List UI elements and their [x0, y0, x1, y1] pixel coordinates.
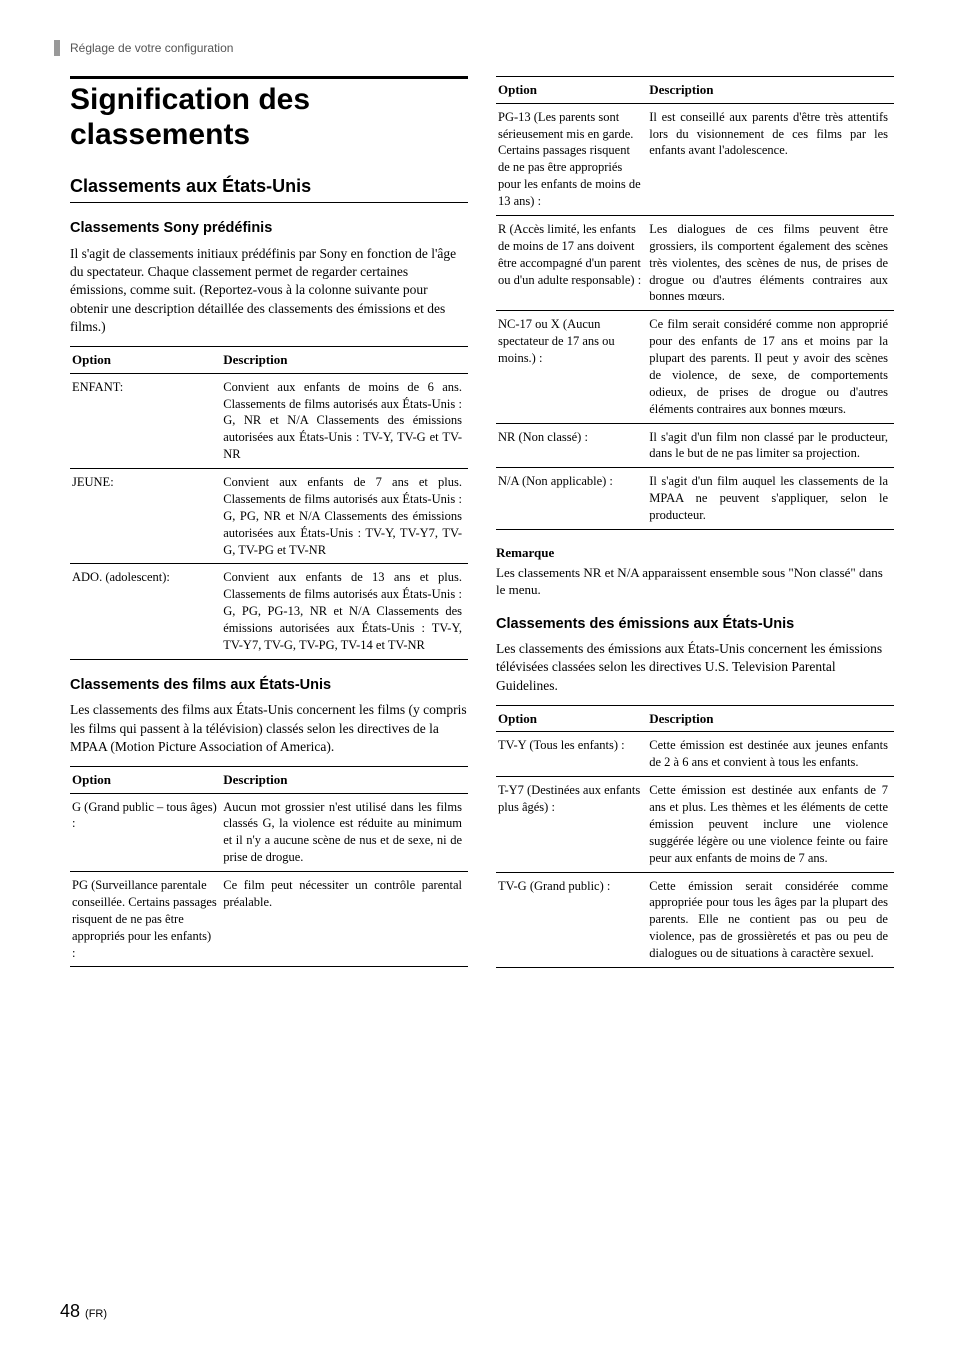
- th-desc: Description: [221, 347, 468, 374]
- cell-desc: Il s'agit d'un film non classé par le pr…: [647, 423, 894, 468]
- th-desc: Description: [647, 77, 894, 104]
- breadcrumb: Réglage de votre configuration: [54, 40, 894, 56]
- cell-option: PG-13 (Les parents sont sérieusement mis…: [496, 103, 647, 215]
- table-row: PG-13 (Les parents sont sérieusement mis…: [496, 103, 894, 215]
- cell-option: PG (Surveillance parentale conseillée. C…: [70, 872, 221, 967]
- cell-option: NR (Non classé) :: [496, 423, 647, 468]
- page-title: Signification des classements: [70, 76, 468, 152]
- table-row: R (Accès limité, les enfants de moins de…: [496, 215, 894, 310]
- right-column: Option Description PG-13 (Les parents so…: [496, 76, 894, 978]
- table-row: NR (Non classé) :Il s'agit d'un film non…: [496, 423, 894, 468]
- page-number: 48 (FR): [60, 1299, 107, 1323]
- cell-option: R (Accès limité, les enfants de moins de…: [496, 215, 647, 310]
- cell-desc: Il s'agit d'un film auquel les classemen…: [647, 468, 894, 530]
- cell-desc: Convient aux enfants de 13 ans et plus. …: [221, 564, 468, 659]
- cell-option: N/A (Non applicable) :: [496, 468, 647, 530]
- sony-predef-tbody: ENFANT:Convient aux enfants de moins de …: [70, 373, 468, 659]
- th-option: Option: [70, 767, 221, 794]
- cell-option: ADO. (adolescent):: [70, 564, 221, 659]
- cell-desc: Il est conseillé aux parents d'être très…: [647, 103, 894, 215]
- table-row: JEUNE:Convient aux enfants de 7 ans et p…: [70, 469, 468, 564]
- th-desc: Description: [221, 767, 468, 794]
- tv-heading: Classements des émissions aux États-Unis: [496, 615, 894, 635]
- cell-desc: Convient aux enfants de moins de 6 ans. …: [221, 373, 468, 468]
- films-tbody-part2: PG-13 (Les parents sont sérieusement mis…: [496, 103, 894, 529]
- films-table-part1: Option Description G (Grand public – tou…: [70, 766, 468, 967]
- page-number-lang: (FR): [85, 1308, 107, 1320]
- table-row: TV-Y (Tous les enfants) :Cette émission …: [496, 732, 894, 777]
- cell-desc: Cette émission est destinée aux enfants …: [647, 777, 894, 872]
- cell-desc: Cette émission est destinée aux jeunes e…: [647, 732, 894, 777]
- page-number-value: 48: [60, 1301, 80, 1321]
- cell-option: T-Y7 (Destinées aux enfants plus âgés) :: [496, 777, 647, 872]
- table-row: G (Grand public – tous âges) :Aucun mot …: [70, 793, 468, 872]
- sony-predef-intro: Il s'agit de classements initiaux prédéf…: [70, 245, 468, 336]
- tv-tbody: TV-Y (Tous les enfants) :Cette émission …: [496, 732, 894, 968]
- cell-desc: Convient aux enfants de 7 ans et plus. C…: [221, 469, 468, 564]
- cell-desc: Ce film serait considéré comme non appro…: [647, 311, 894, 423]
- two-column-layout: Signification des classements Classement…: [70, 76, 894, 978]
- table-row: TV-G (Grand public) :Cette émission sera…: [496, 872, 894, 967]
- table-row: PG (Surveillance parentale conseillée. C…: [70, 872, 468, 967]
- remark-body: Les classements NR et N/A apparaissent e…: [496, 564, 894, 599]
- sony-predef-table: Option Description ENFANT:Convient aux e…: [70, 346, 468, 660]
- table-row: ADO. (adolescent):Convient aux enfants d…: [70, 564, 468, 659]
- cell-option: TV-G (Grand public) :: [496, 872, 647, 967]
- th-option: Option: [496, 77, 647, 104]
- cell-desc: Ce film peut nécessiter un contrôle pare…: [221, 872, 468, 967]
- cell-option: JEUNE:: [70, 469, 221, 564]
- films-tbody-part1: G (Grand public – tous âges) :Aucun mot …: [70, 793, 468, 967]
- cell-option: G (Grand public – tous âges) :: [70, 793, 221, 872]
- remark-heading: Remarque: [496, 544, 894, 562]
- films-table-part2: Option Description PG-13 (Les parents so…: [496, 76, 894, 530]
- cell-option: NC-17 ou X (Aucun spectateur de 17 ans o…: [496, 311, 647, 423]
- films-heading: Classements des films aux États-Unis: [70, 676, 468, 696]
- table-row: ENFANT:Convient aux enfants de moins de …: [70, 373, 468, 468]
- cell-desc: Aucun mot grossier n'est utilisé dans le…: [221, 793, 468, 872]
- left-column: Signification des classements Classement…: [70, 76, 468, 978]
- cell-desc: Cette émission serait considérée comme a…: [647, 872, 894, 967]
- th-desc: Description: [647, 705, 894, 732]
- cell-desc: Les dialogues de ces films peuvent être …: [647, 215, 894, 310]
- sony-predef-heading: Classements Sony prédéfinis: [70, 219, 468, 239]
- table-row: NC-17 ou X (Aucun spectateur de 17 ans o…: [496, 311, 894, 423]
- section-us-ratings: Classements aux États-Unis: [70, 174, 468, 203]
- th-option: Option: [70, 347, 221, 374]
- films-intro: Les classements des films aux États-Unis…: [70, 701, 468, 756]
- cell-option: TV-Y (Tous les enfants) :: [496, 732, 647, 777]
- tv-table: Option Description TV-Y (Tous les enfant…: [496, 705, 894, 968]
- th-option: Option: [496, 705, 647, 732]
- table-row: T-Y7 (Destinées aux enfants plus âgés) :…: [496, 777, 894, 872]
- table-row: N/A (Non applicable) :Il s'agit d'un fil…: [496, 468, 894, 530]
- cell-option: ENFANT:: [70, 373, 221, 468]
- tv-intro: Les classements des émissions aux États-…: [496, 640, 894, 695]
